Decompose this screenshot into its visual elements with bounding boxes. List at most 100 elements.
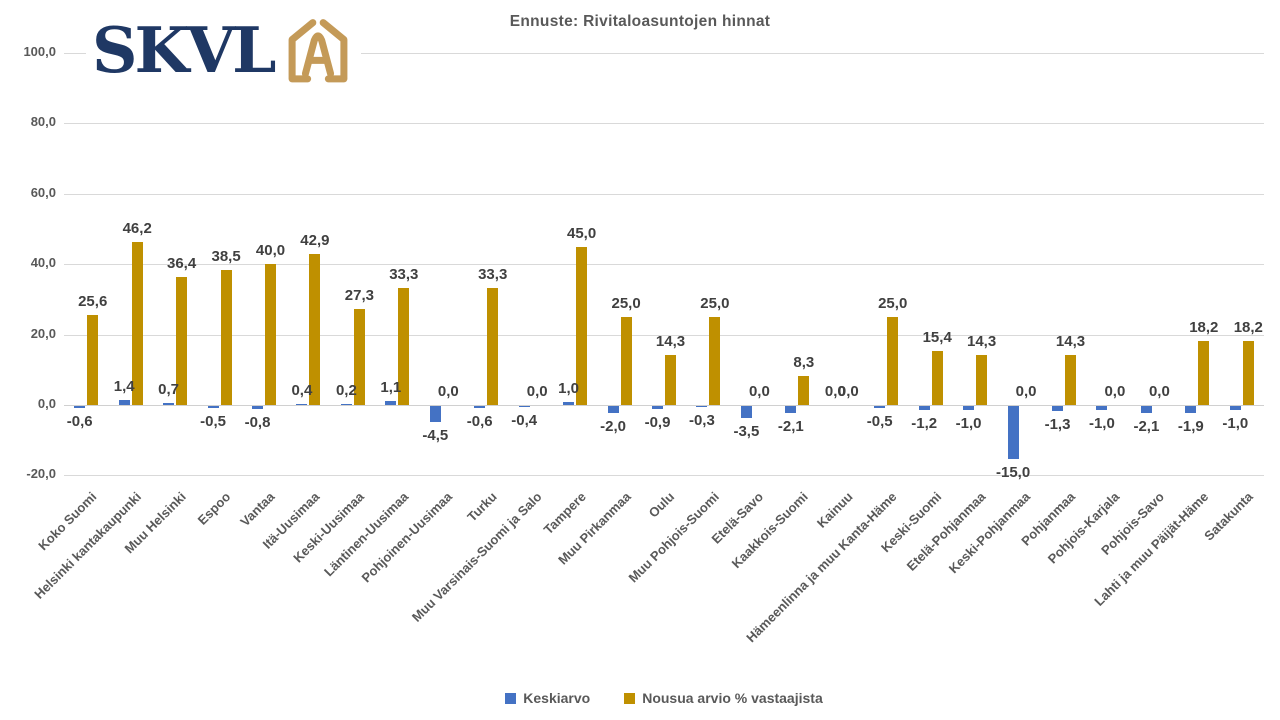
data-label-nousua: 8,3 — [793, 353, 815, 371]
data-label-keskiarvo: -1,0 — [1222, 414, 1249, 432]
bar-nousua — [176, 276, 188, 405]
gridline — [64, 53, 1264, 54]
bar-nousua — [620, 317, 632, 405]
bar-keskiarvo — [607, 406, 619, 413]
bar-keskiarvo — [785, 406, 797, 414]
data-label-keskiarvo: -1,2 — [911, 415, 938, 433]
bar-nousua — [665, 354, 676, 405]
bar-nousua — [309, 254, 321, 405]
bar-nousua — [398, 287, 410, 405]
bar-keskiarvo — [652, 406, 663, 410]
bar-keskiarvo — [207, 406, 219, 408]
data-label-nousua: 38,5 — [211, 247, 241, 265]
gridline — [64, 123, 1264, 125]
data-label-nousua: 0,0 — [437, 383, 459, 400]
bar-nousua — [1198, 340, 1210, 405]
data-label-keskiarvo: -4,5 — [422, 426, 449, 444]
house-a-icon — [289, 19, 348, 83]
data-label-keskiarvo: 0,2 — [335, 382, 357, 400]
bar-nousua — [931, 350, 943, 405]
bar-keskiarvo — [252, 406, 263, 409]
skvl-logo: SKVL — [86, 6, 362, 94]
bar-keskiarvo — [74, 406, 86, 409]
data-label-nousua: 0,0 — [1015, 383, 1037, 400]
data-label-keskiarvo: 1,4 — [113, 378, 135, 396]
data-label-nousua: 46,2 — [122, 220, 152, 238]
data-label-keskiarvo: -0,6 — [66, 413, 93, 431]
data-label-keskiarvo: -0,6 — [466, 413, 493, 431]
y-axis-tick-label: -20,0 — [26, 466, 56, 482]
data-label-nousua: 18,2 — [1233, 318, 1263, 336]
gridline — [64, 334, 1264, 336]
bar-nousua — [576, 246, 588, 405]
x-axis-category-label: Kainuu — [813, 489, 856, 531]
data-label-nousua: 33,3 — [389, 265, 419, 283]
bar-nousua — [87, 314, 99, 405]
bar-nousua — [265, 264, 276, 405]
x-axis-category-label: Oulu — [646, 489, 678, 521]
x-axis-category-label: Keski-Pohjanmaa — [945, 489, 1034, 577]
legend-item-keskiarvo: Keskiarvo — [505, 690, 590, 706]
y-axis-tick-label: 80,0 — [30, 114, 56, 130]
y-axis-tick-label: 40,0 — [30, 255, 56, 271]
data-label-keskiarvo: -0,9 — [644, 414, 671, 432]
data-label-keskiarvo: -1,0 — [1088, 414, 1115, 432]
data-label-keskiarvo: -0,5 — [200, 412, 227, 430]
data-label-nousua: 14,3 — [655, 332, 686, 350]
data-label-keskiarvo: -0,8 — [244, 413, 271, 431]
data-label-keskiarvo: 0,7 — [158, 380, 180, 398]
x-axis-category-label: Kaakkois-Suomi — [728, 489, 811, 572]
chart-legend: Keskiarvo Nousua arvio % vastaajista — [64, 690, 1264, 706]
skvl-logo-text: SKVL — [92, 12, 276, 87]
gridline — [64, 264, 1264, 266]
data-label-keskiarvo: 0,0 — [824, 383, 846, 400]
bar-nousua — [887, 317, 899, 405]
bar-nousua — [220, 269, 232, 405]
bar-nousua — [1065, 354, 1076, 405]
data-label-nousua: 15,4 — [922, 328, 952, 346]
bar-keskiarvo — [340, 404, 352, 406]
data-label-nousua: 40,0 — [255, 242, 286, 260]
bar-nousua — [487, 287, 499, 405]
bar-keskiarvo — [1229, 406, 1241, 410]
y-axis-tick-label: 0,0 — [37, 396, 56, 411]
data-label-keskiarvo: -15,0 — [995, 463, 1031, 481]
x-axis-line — [64, 405, 1264, 406]
gridline — [64, 193, 1264, 195]
bar-keskiarvo — [118, 400, 130, 405]
bar-keskiarvo — [874, 406, 886, 408]
y-axis-tick-label: 20,0 — [30, 325, 56, 341]
chart-title: Ennuste: Rivitaloasuntojen hinnat — [509, 13, 771, 30]
data-label-keskiarvo: -0,4 — [511, 412, 538, 430]
bar-keskiarvo — [1096, 406, 1108, 410]
data-label-keskiarvo: -1,3 — [1044, 415, 1071, 433]
data-label-nousua: 42,9 — [300, 232, 330, 249]
data-label-keskiarvo: -1,9 — [1177, 417, 1204, 435]
data-label-nousua: 27,3 — [344, 286, 374, 304]
data-label-keskiarvo: 1,1 — [380, 379, 402, 397]
x-axis-category-label: Muu Pohjois-Suomi — [625, 489, 723, 586]
gridline — [64, 475, 1264, 477]
bar-keskiarvo — [474, 406, 486, 409]
data-label-nousua: 0,0 — [837, 383, 859, 400]
bar-keskiarvo — [518, 406, 530, 408]
data-label-nousua: 0,0 — [748, 383, 770, 400]
data-label-keskiarvo: -0,5 — [866, 412, 893, 430]
data-label-nousua: 25,0 — [878, 295, 908, 312]
data-label-nousua: 45,0 — [566, 224, 597, 242]
bar-keskiarvo — [1007, 406, 1019, 459]
data-label-nousua: 25,0 — [611, 295, 641, 312]
bar-nousua — [798, 375, 810, 405]
bar-keskiarvo — [385, 401, 397, 405]
bar-keskiarvo — [740, 406, 752, 419]
data-label-nousua: 25,6 — [78, 292, 108, 310]
x-axis-category-label: Vantaa — [237, 489, 278, 530]
data-label-keskiarvo: 1,0 — [558, 379, 580, 397]
data-label-nousua: 0,0 — [526, 383, 548, 400]
bar-keskiarvo — [1185, 406, 1197, 413]
data-label-keskiarvo: 0,4 — [291, 381, 313, 399]
bar-keskiarvo — [296, 403, 308, 405]
bar-keskiarvo — [429, 406, 441, 422]
data-label-keskiarvo: -3,5 — [733, 423, 760, 441]
